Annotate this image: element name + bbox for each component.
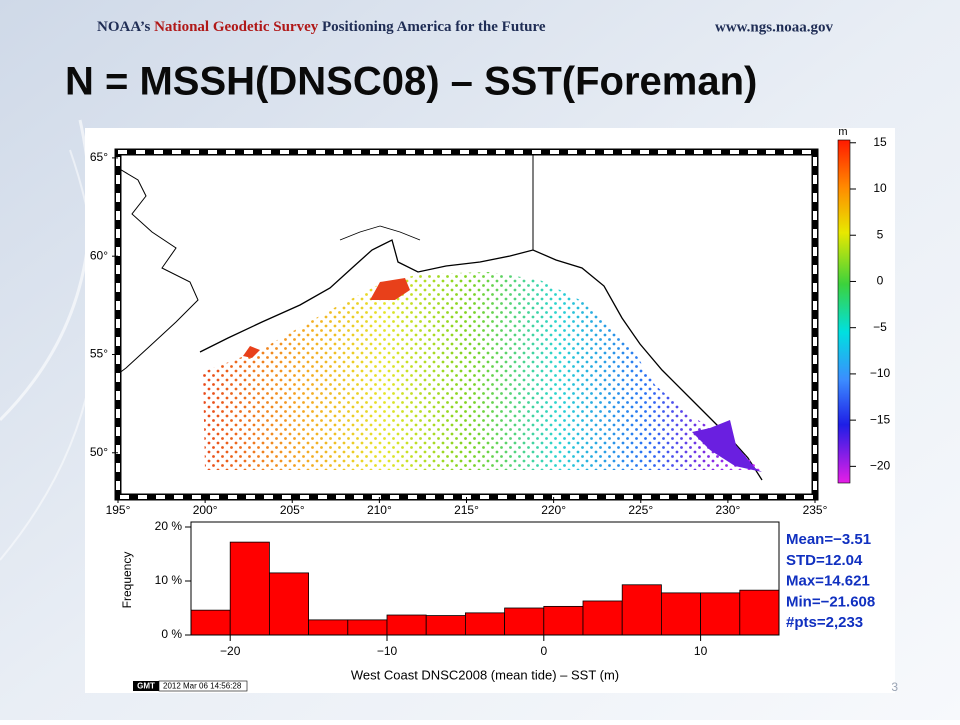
y-tick-label: 50° — [90, 445, 108, 459]
bar — [621, 584, 662, 636]
bar — [386, 614, 427, 636]
colorbar-label: m — [838, 126, 847, 138]
stat-annotation: Min=−21.608 — [786, 593, 875, 610]
gmt-logo-text: GMT — [137, 682, 155, 691]
y-axis-label: Frequency — [120, 552, 134, 609]
colorbar-tick-label: −10 — [870, 366, 891, 380]
colorbar-tick-label: 0 — [877, 274, 884, 288]
x-tick-label: 225° — [628, 503, 653, 517]
data-cloud — [370, 278, 410, 300]
y-tick-label: 10 % — [155, 573, 183, 587]
colorbar-tick-label: −20 — [870, 459, 891, 473]
gmt-logo — [133, 681, 159, 691]
y-tick-label: 60° — [90, 248, 108, 262]
stat-annotation: #pts=2,233 — [786, 614, 863, 631]
bar — [504, 607, 545, 636]
y-tick-label: 65° — [90, 150, 108, 164]
colorbar-tick-label: −15 — [870, 412, 891, 426]
x-tick-label: 0 — [540, 644, 547, 658]
bar — [268, 572, 309, 636]
colorbar-tick-label: −5 — [873, 320, 887, 334]
x-tick-label: 210° — [367, 503, 392, 517]
x-tick-label: 195° — [106, 503, 131, 517]
x-tick-label: 200° — [193, 503, 218, 517]
data-cloud — [243, 346, 260, 358]
x-tick-label: 205° — [280, 503, 305, 517]
bar — [661, 592, 702, 636]
coastline — [199, 239, 763, 481]
timestamp-box — [158, 680, 248, 692]
x-tick-label: 10 — [694, 644, 708, 658]
page-number: 3 — [891, 680, 898, 694]
y-tick-label: 0 % — [161, 627, 182, 641]
colorbar-tick-label: 10 — [873, 181, 887, 195]
data-cloud — [203, 272, 760, 470]
header-url: www.ngs.noaa.gov — [715, 19, 833, 35]
x-tick-label: −20 — [220, 644, 241, 658]
stat-annotation: Max=14.621 — [786, 573, 870, 590]
coastline — [117, 167, 199, 375]
stat-annotation: Mean=−3.51 — [786, 531, 871, 548]
x-tick-label: 220° — [541, 503, 566, 517]
x-tick-label: −10 — [377, 644, 398, 658]
bar — [425, 615, 466, 636]
bar — [700, 592, 741, 636]
y-tick-label: 20 % — [155, 519, 183, 533]
stat-annotation: STD=12.04 — [786, 552, 863, 569]
x-tick-label: 230° — [715, 503, 740, 517]
bar — [229, 541, 270, 636]
bar — [308, 619, 349, 636]
bar — [739, 589, 780, 636]
plot-frame — [190, 521, 780, 636]
colorbar — [837, 139, 851, 484]
y-tick-label: 55° — [90, 347, 108, 361]
colorbar-tick-label: 15 — [873, 135, 887, 149]
bar — [347, 619, 388, 636]
bar — [582, 600, 623, 636]
bar — [543, 605, 584, 636]
bar — [190, 609, 231, 636]
bar — [464, 612, 505, 636]
x-axis-label: West Coast DNSC2008 (mean tide) – SST (m… — [351, 667, 619, 682]
slide-title: N = MSSH(DNSC08) – SST(Foreman) — [65, 60, 757, 104]
timestamp: 2012 Mar 06 14:56:28 — [163, 682, 242, 691]
x-tick-label: 235° — [803, 503, 828, 517]
header-org: NOAA’s National Geodetic Survey Position… — [97, 19, 546, 35]
x-tick-label: 215° — [454, 503, 479, 517]
data-cloud — [692, 420, 762, 472]
coastline — [339, 225, 421, 241]
colorbar-tick-label: 5 — [877, 227, 884, 241]
